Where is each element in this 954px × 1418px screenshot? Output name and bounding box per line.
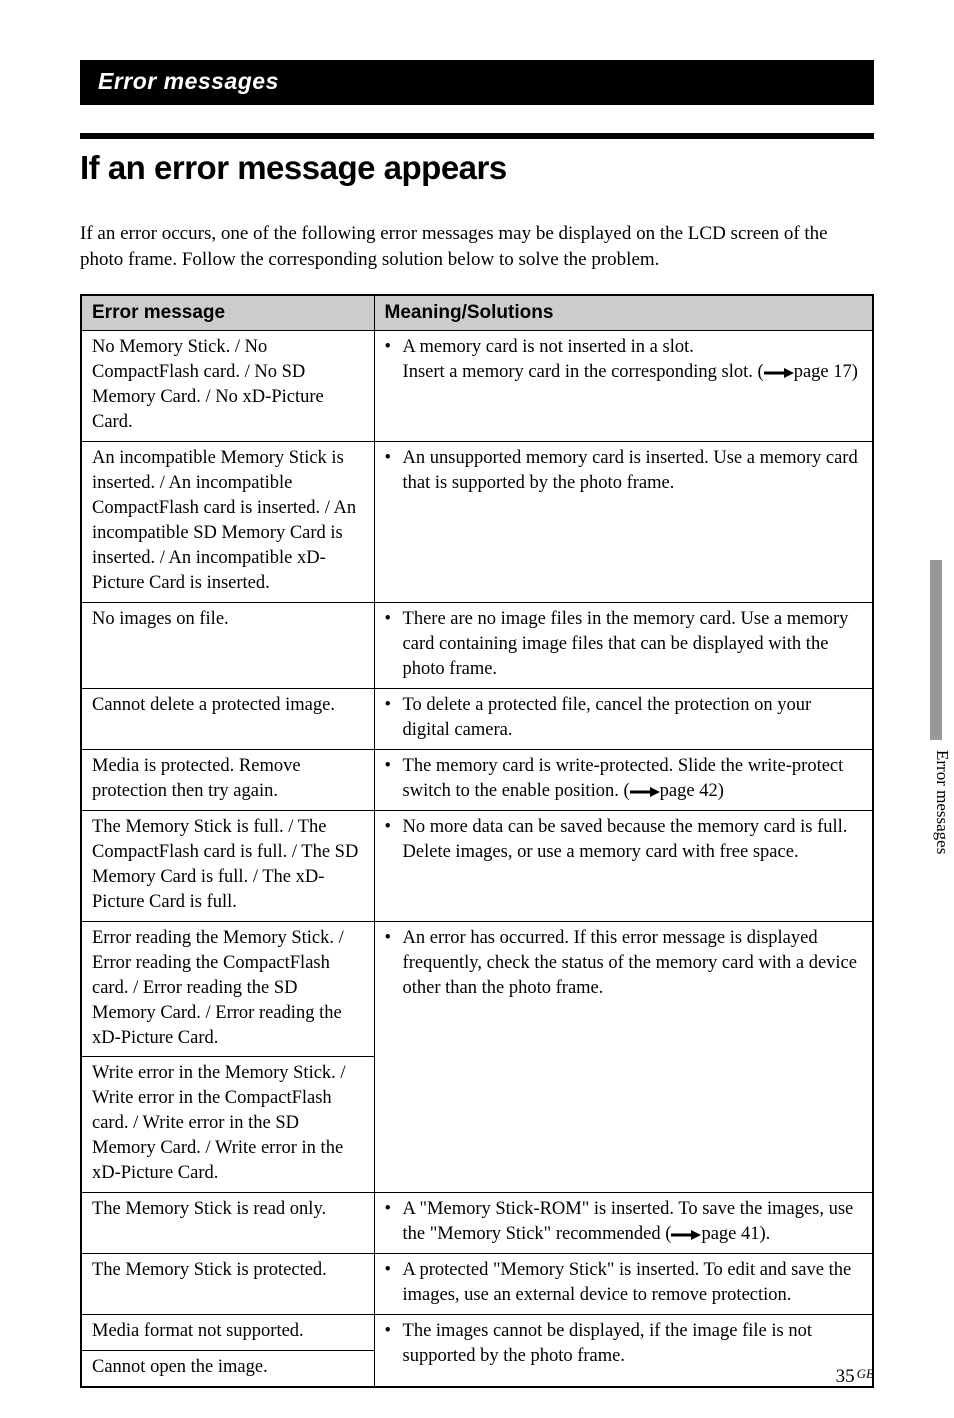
error-message-cell: Cannot delete a protected image. [81, 688, 374, 749]
error-table: Error message Meaning/Solutions No Memor… [80, 294, 874, 1388]
col-header-error: Error message [81, 295, 374, 331]
solution-text: Insert a memory card in the correspondin… [403, 362, 764, 382]
error-message-cell: Media is protected. Remove protection th… [81, 749, 374, 810]
solution-text: The images cannot be displayed, if the i… [385, 1319, 862, 1369]
solution-cell: An error has occurred. If this error mes… [374, 921, 873, 1193]
intro-paragraph: If an error occurs, one of the following… [80, 221, 874, 272]
section-banner: Error messages [80, 60, 874, 105]
solution-cell: There are no image files in the memory c… [374, 602, 873, 688]
solution-text: A "Memory Stick-ROM" is inserted. To sav… [403, 1199, 854, 1244]
solution-cell: No more data can be saved because the me… [374, 810, 873, 921]
solution-text: The memory card is write-protected. Slid… [403, 756, 844, 801]
page-ref-text: page 42) [660, 781, 724, 801]
table-row: The Memory Stick is full. / The CompactF… [81, 810, 873, 921]
error-message-cell: Media format not supported. [81, 1315, 374, 1351]
solution-cell: The memory card is write-protected. Slid… [374, 749, 873, 810]
error-message-cell: The Memory Stick is protected. [81, 1254, 374, 1315]
page-number: 35GB [836, 1366, 874, 1388]
page-ref-icon [764, 362, 794, 382]
solution-text: An unsupported memory card is inserted. … [385, 446, 862, 496]
page-region: GB [857, 1366, 874, 1381]
error-message-cell: No Memory Stick. / No CompactFlash card.… [81, 331, 374, 442]
error-message-cell: Cannot open the image. [81, 1351, 374, 1387]
table-row: Error reading the Memory Stick. / Error … [81, 921, 873, 1057]
side-tab: Error messages [882, 620, 912, 840]
error-message-cell: Error reading the Memory Stick. / Error … [81, 921, 374, 1057]
table-row: Media is protected. Remove protection th… [81, 749, 873, 810]
table-row: An incompatible Memory Stick is inserted… [81, 442, 873, 603]
solution-cell: To delete a protected file, cancel the p… [374, 688, 873, 749]
col-header-solution: Meaning/Solutions [374, 295, 873, 331]
solution-cell: An unsupported memory card is inserted. … [374, 442, 873, 603]
page-ref-text: page 41). [701, 1224, 770, 1244]
page-number-value: 35 [836, 1366, 855, 1387]
table-row: No images on file. There are no image fi… [81, 602, 873, 688]
page-title: If an error message appears [80, 149, 874, 187]
solution-text: No more data can be saved because the me… [385, 815, 862, 865]
error-message-cell: Write error in the Memory Stick. / Write… [81, 1057, 374, 1193]
solution-text: There are no image files in the memory c… [385, 607, 862, 682]
side-tab-bar [930, 560, 942, 740]
solution-text: A memory card is not inserted in a slot. [403, 337, 694, 357]
table-row: Media format not supported. The images c… [81, 1315, 873, 1351]
solution-cell: The images cannot be displayed, if the i… [374, 1315, 873, 1387]
solution-text: A protected "Memory Stick" is inserted. … [385, 1258, 862, 1308]
solution-text: To delete a protected file, cancel the p… [385, 693, 862, 743]
side-tab-label: Error messages [932, 750, 952, 854]
error-message-cell: An incompatible Memory Stick is inserted… [81, 442, 374, 603]
solution-cell: A memory card is not inserted in a slot.… [374, 331, 873, 442]
solution-cell: A "Memory Stick-ROM" is inserted. To sav… [374, 1193, 873, 1254]
error-message-cell: The Memory Stick is full. / The CompactF… [81, 810, 374, 921]
table-row: The Memory Stick is protected. A protect… [81, 1254, 873, 1315]
title-rule [80, 133, 874, 139]
page-ref-text: page 17) [794, 362, 858, 382]
error-message-cell: The Memory Stick is read only. [81, 1193, 374, 1254]
table-row: No Memory Stick. / No CompactFlash card.… [81, 331, 873, 442]
solution-cell: A protected "Memory Stick" is inserted. … [374, 1254, 873, 1315]
page-ref-icon [630, 781, 660, 801]
page-ref-icon [671, 1224, 701, 1244]
table-row: Cannot delete a protected image. To dele… [81, 688, 873, 749]
table-row: The Memory Stick is read only. A "Memory… [81, 1193, 873, 1254]
error-message-cell: No images on file. [81, 602, 374, 688]
solution-text: An error has occurred. If this error mes… [385, 926, 862, 1001]
